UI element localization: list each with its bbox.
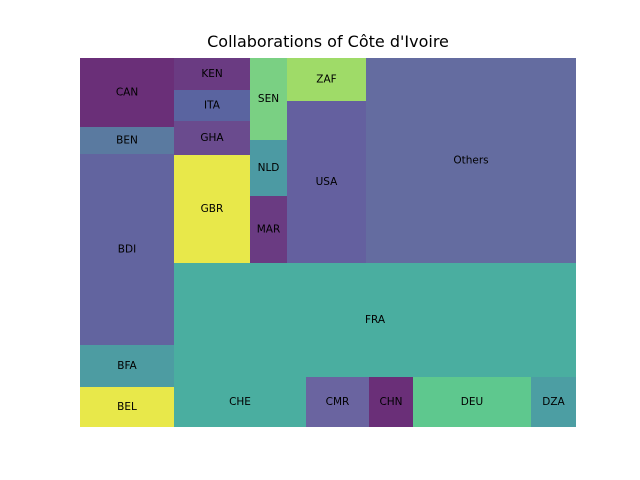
treemap-cell-sen	[250, 58, 287, 140]
treemap-label-sen: SEN	[258, 93, 279, 105]
treemap-label-fra: FRA	[365, 314, 386, 326]
chart-title: Collaborations of Côte d'Ivoire	[207, 32, 449, 51]
treemap-label-others: Others	[453, 155, 488, 167]
treemap-cell-ken	[174, 58, 250, 90]
treemap-label-bdi: BDI	[118, 244, 136, 256]
treemap-cell-ita	[174, 90, 250, 121]
treemap-cell-gbr	[174, 155, 250, 263]
treemap-label-bel: BEL	[117, 401, 137, 413]
treemap-cell-can	[80, 58, 174, 127]
treemap-label-zaf: ZAF	[316, 74, 336, 86]
treemap-cell-bel	[80, 387, 174, 427]
treemap-cell-bdi	[80, 154, 174, 345]
treemap-cell-dza	[531, 377, 576, 427]
treemap-label-ben: BEN	[116, 135, 138, 147]
treemap-label-mar: MAR	[257, 224, 281, 236]
treemap-cell-mar	[250, 196, 287, 263]
treemap-cell-deu	[413, 377, 531, 427]
treemap-cell-gha	[174, 121, 250, 155]
treemap-label-deu: DEU	[461, 396, 483, 408]
treemap-cell-chn	[369, 377, 413, 427]
treemap-cell-ben	[80, 127, 174, 154]
treemap-cell-che	[174, 377, 306, 427]
treemap-label-dza: DZA	[542, 396, 565, 408]
treemap-cell-others	[366, 58, 576, 263]
treemap-label-ken: KEN	[201, 68, 222, 80]
treemap-label-can: CAN	[116, 87, 138, 99]
treemap-cell-usa	[287, 101, 366, 263]
treemap-label-cmr: CMR	[326, 396, 350, 408]
treemap-cell-zaf	[287, 58, 366, 101]
treemap-label-ita: ITA	[204, 100, 221, 112]
treemap-label-bfa: BFA	[117, 360, 137, 372]
treemap-label-che: CHE	[229, 396, 251, 408]
treemap-label-usa: USA	[316, 176, 339, 188]
treemap-label-gbr: GBR	[201, 203, 224, 215]
treemap-cell-cmr	[306, 377, 369, 427]
treemap-cell-fra	[174, 263, 576, 377]
treemap-cell-bfa	[80, 345, 174, 387]
treemap-label-nld: NLD	[258, 162, 280, 174]
treemap-label-chn: CHN	[379, 396, 402, 408]
treemap-cell-nld	[250, 140, 287, 196]
treemap-label-gha: GHA	[200, 132, 224, 144]
